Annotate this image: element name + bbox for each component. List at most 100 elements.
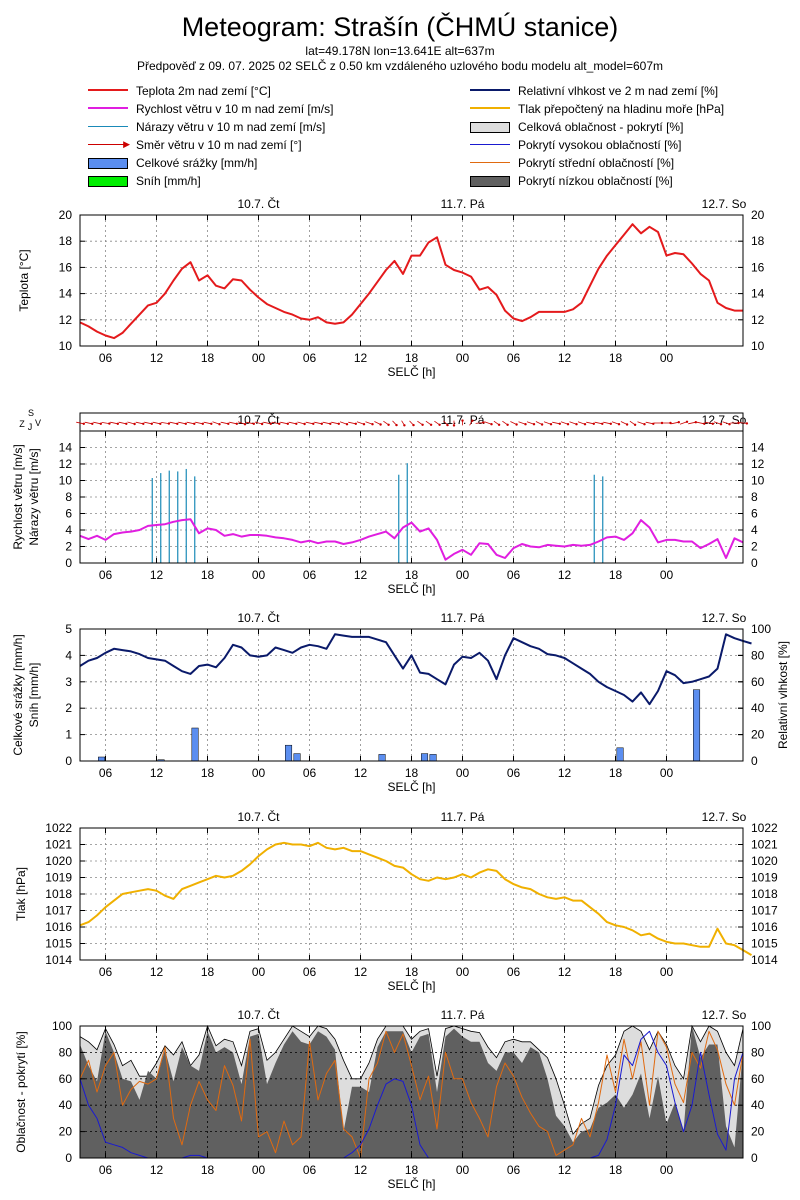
y-axis-label: Tlak [hPa] <box>14 867 28 921</box>
day-label: 11.7. Pá <box>441 197 485 211</box>
wind-arrow <box>152 421 161 425</box>
wind-arrow <box>271 421 280 425</box>
legend-swatch-high-cloud <box>470 143 510 145</box>
wind-arrow-head <box>497 423 501 426</box>
wind-arrow <box>237 421 246 425</box>
wind-arrow <box>739 422 747 424</box>
precipitation-bar <box>191 727 199 762</box>
wind-arrow <box>288 421 297 425</box>
x-tick-label: 00 <box>456 965 470 979</box>
y-tick-label-right: 1018 <box>751 887 778 901</box>
x-tick-label: 18 <box>405 766 419 780</box>
x-tick-label: 00 <box>252 568 266 582</box>
wind-arrow-head <box>303 422 306 426</box>
wind-arrow <box>679 421 688 425</box>
legend: Teplota 2m nad zemí [°C] Relativní vlhko… <box>0 0 800 200</box>
legend-item-wind-speed: Rychlost větru v 10 m nad zemí [m/s] <box>88 101 333 117</box>
wind-arrow-head <box>633 423 637 426</box>
wind-arrow-head <box>116 422 120 425</box>
x-tick-label: 12 <box>558 1163 572 1177</box>
wind-arrow-head <box>660 421 664 425</box>
wind-arrow-head <box>362 423 366 426</box>
y-tick-label: 60 <box>59 1072 73 1086</box>
wind-arrow-head <box>438 423 441 426</box>
wind-arrow-head <box>592 422 595 425</box>
precipitation-bar <box>693 689 701 762</box>
wind-arrow-head <box>421 423 424 426</box>
wind-arrow <box>671 421 679 425</box>
wind-arrow-head <box>601 422 604 425</box>
wind-arrow-head <box>371 423 374 426</box>
x-tick-label: 12 <box>558 965 572 979</box>
y-tick-label: 14 <box>59 441 73 455</box>
legend-label-wind-speed: Rychlost větru v 10 m nad zemí [m/s] <box>136 102 334 116</box>
y-tick-label-right: 60 <box>751 675 765 689</box>
wind-arrow-head <box>193 422 196 425</box>
y-tick-label-right: 1016 <box>751 920 778 934</box>
legend-label-total-cloud: Celková oblačnost - pokrytí [%] <box>518 120 684 134</box>
wind-arrow-head <box>125 422 128 425</box>
wind-arrow-head <box>227 422 230 425</box>
x-tick-label: 12 <box>354 568 368 582</box>
wind-arrow-head <box>167 422 171 425</box>
wind-arrow-head <box>703 422 706 425</box>
wind-arrow-head <box>82 422 86 425</box>
wind-arrow-head <box>387 423 390 426</box>
y-tick-label: 0 <box>65 1151 72 1165</box>
wind-arrow-head <box>540 423 544 426</box>
x-tick-label: 00 <box>456 766 470 780</box>
wind-arrow <box>552 421 560 425</box>
precipitation-bar <box>98 756 106 762</box>
y-tick-label-right: 1021 <box>751 838 778 852</box>
wind-arrow <box>161 422 169 424</box>
x-tick-label: 06 <box>507 568 521 582</box>
wind-arrow-head <box>286 422 289 425</box>
legend-item-pressure: Tlak přepočtený na hladinu moře [hPa] <box>470 101 724 117</box>
wind-arrow-head <box>184 422 187 425</box>
y-tick-label: 2 <box>65 540 72 554</box>
y-tick-label-right: 16 <box>751 260 765 274</box>
y-tick-label: 4 <box>65 523 72 537</box>
wind-arrow <box>611 421 620 425</box>
precipitation-bar <box>285 744 293 762</box>
wind-arrow <box>356 421 365 425</box>
x-tick-label: 12 <box>558 568 572 582</box>
x-tick-label: 06 <box>99 1163 113 1177</box>
legend-label-temperature: Teplota 2m nad zemí [°C] <box>136 84 271 98</box>
day-label: 10.7. Čt <box>237 809 280 824</box>
x-tick-label: 12 <box>150 766 164 780</box>
wind-arrow <box>475 422 484 424</box>
x-axis-label: SELČ [h] <box>387 1176 435 1191</box>
y-tick-label-right: 80 <box>751 1045 765 1059</box>
wind-arrow <box>220 421 229 425</box>
wind-arrow <box>331 421 339 425</box>
wind-arrow-head <box>506 423 509 426</box>
station-location: lat=49.178N lon=13.641E alt=637m <box>305 44 495 58</box>
legend-label-pressure: Tlak přepočtený na hladinu moře [hPa] <box>518 102 725 116</box>
y-tick-label-right: 20 <box>751 1125 765 1139</box>
wind-arrow <box>305 421 314 425</box>
x-axis-label: SELČ [h] <box>387 779 435 794</box>
x-tick-label: 00 <box>252 965 266 979</box>
wind-arrow <box>314 421 322 425</box>
x-tick-label: 18 <box>201 568 215 582</box>
x-tick-label: 12 <box>354 1163 368 1177</box>
x-tick-label: 06 <box>99 568 113 582</box>
wind-arrow-head <box>252 422 255 425</box>
y-tick-label-right: 40 <box>751 1098 765 1112</box>
wind-arrow <box>246 421 254 425</box>
wind-arrow <box>722 421 730 425</box>
panel-temperature: 06 12 18 00 06 12 18 00 06 12 18 00 10.7. Čt 11.7. Pá… <box>17 196 765 379</box>
day-label: 10.7. Čt <box>237 196 280 211</box>
x-tick-label: 18 <box>405 1163 419 1177</box>
wind-arrow-head <box>737 421 740 425</box>
x-tick-label: 00 <box>660 1163 674 1177</box>
wind-arrow-head <box>91 422 94 425</box>
x-tick-label: 00 <box>456 1163 470 1177</box>
wind-arrow-head <box>669 421 672 425</box>
wind-arrow-head <box>515 423 518 426</box>
y-tick-label-right: 100 <box>751 1019 771 1033</box>
y-tick-label: 2 <box>65 701 72 715</box>
y-tick-label: 1021 <box>45 838 72 852</box>
wind-arrow-head <box>142 422 145 425</box>
